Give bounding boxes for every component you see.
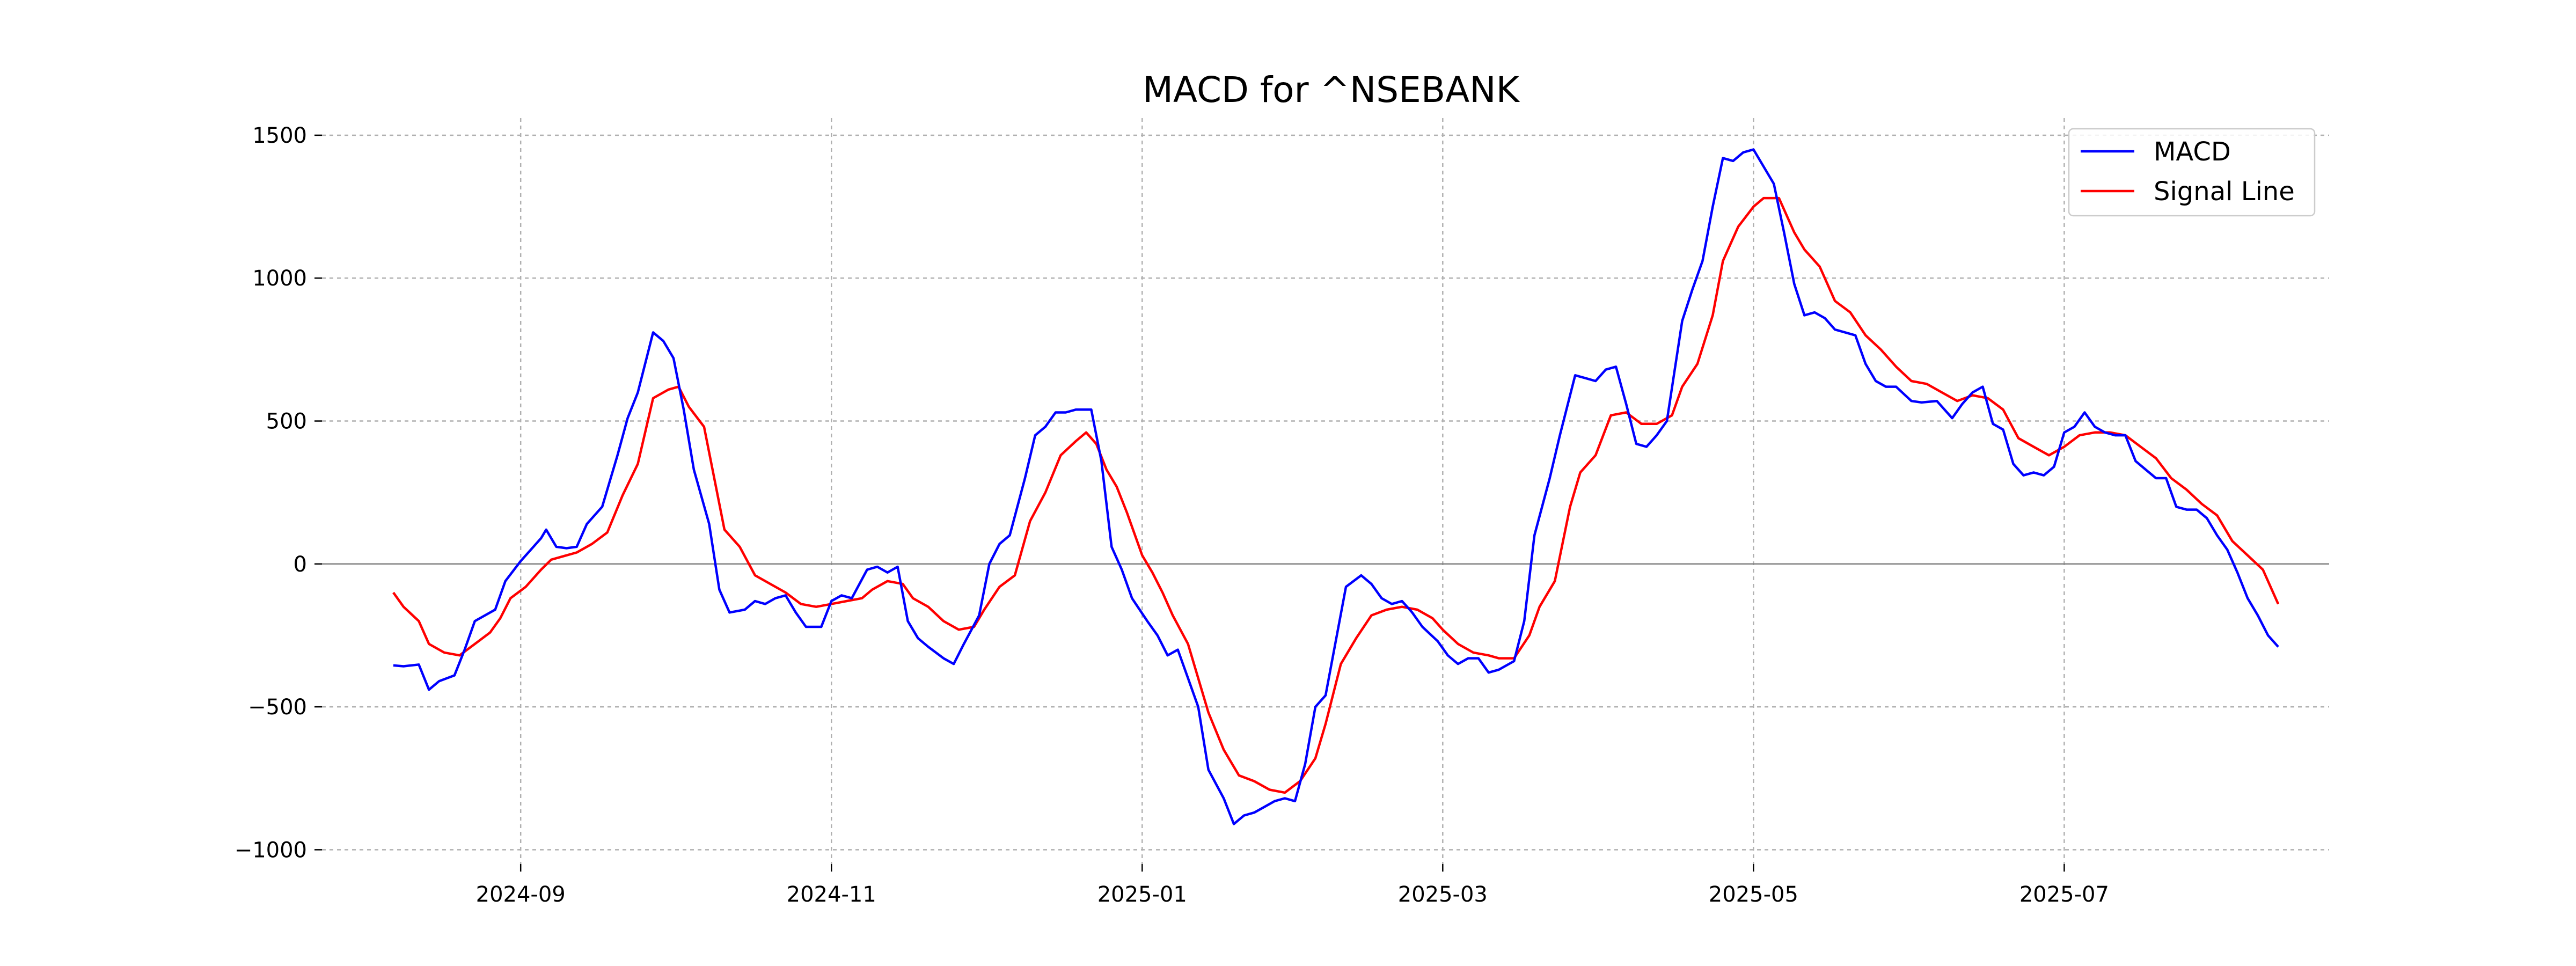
y-tick-label: 500 [266,409,307,434]
series-line-signal-line [392,196,2280,794]
x-tick-label: 2025-05 [1709,882,1798,907]
legend: MACD Signal Line [2068,128,2316,217]
chart-title: MACD for ^NSEBANK [1143,69,1520,111]
y-tick-label: 1500 [252,123,307,148]
x-axis-ticks: 2024-09 2024-11 2025-01 2025-03 2025-05 2025-… [476,864,2109,907]
x-tick-label: 2025-01 [1097,882,1187,907]
x-tick-label: 2024-11 [787,882,876,907]
y-tick-label: 0 [294,552,307,577]
x-tick-label: 2024-09 [476,882,566,907]
series-line-macd [393,148,2279,825]
grid [322,118,2329,864]
series-layer [392,148,2280,825]
y-tick-label: −1000 [235,838,307,862]
y-tick-label: −500 [248,695,307,720]
y-axis-ticks: 1500 1000 500 0 −500 −1000 [235,123,322,862]
y-tick-label: 1000 [252,266,307,291]
x-tick-label: 2025-03 [1398,882,1488,907]
x-tick-label: 2025-07 [2019,882,2109,907]
legend-label: Signal Line [2154,177,2295,207]
legend-label: MACD [2154,137,2231,167]
